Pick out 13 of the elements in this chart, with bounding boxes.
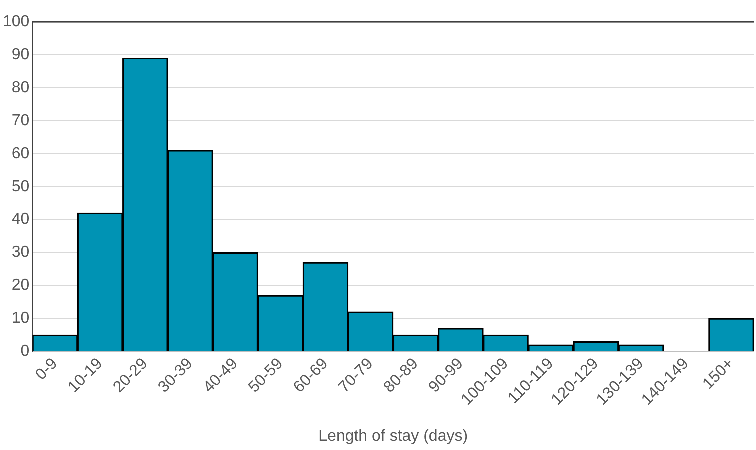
y-tick-label: 20 bbox=[12, 277, 30, 294]
x-tick-label: 0-9 bbox=[32, 355, 62, 384]
y-tick-label: 10 bbox=[12, 310, 30, 328]
y-tick-label: 100 bbox=[2, 13, 30, 30]
y-tick-label: 30 bbox=[12, 244, 30, 262]
y-tick-label: 40 bbox=[12, 211, 30, 228]
y-tick-label: 90 bbox=[12, 46, 30, 64]
y-tick-label: 0 bbox=[20, 343, 30, 360]
y-tick-label: 50 bbox=[12, 178, 30, 196]
y-tick-label: 70 bbox=[12, 112, 30, 130]
y-tick-label: 60 bbox=[12, 145, 30, 162]
y-tick-label: 80 bbox=[12, 79, 30, 96]
x-axis-title: Length of stay (days) bbox=[318, 428, 468, 445]
